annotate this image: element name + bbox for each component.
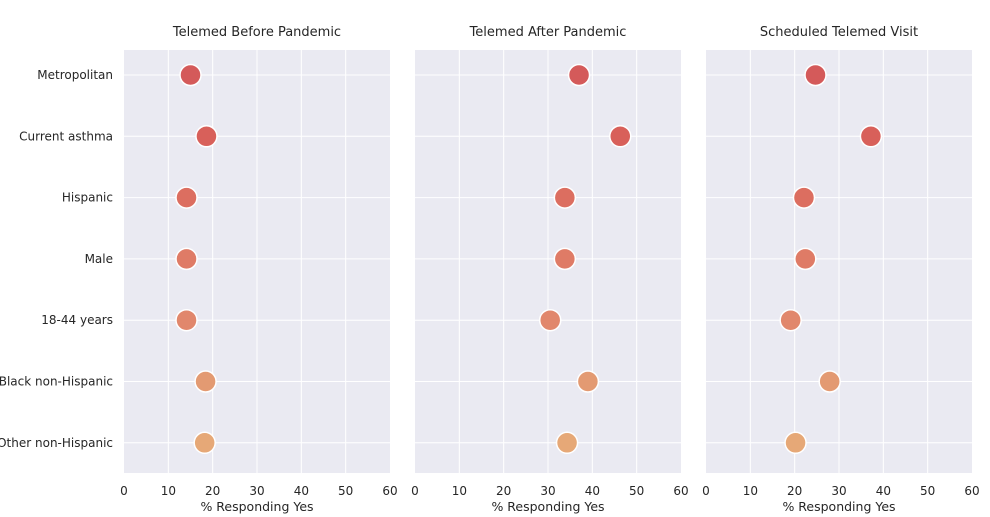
x-tick-label: 30 <box>249 484 264 498</box>
x-tick-label: 50 <box>920 484 935 498</box>
panel-title-1: Telemed Before Pandemic <box>172 25 341 40</box>
data-point <box>609 125 632 148</box>
x-tick-label: 50 <box>338 484 353 498</box>
panel-title-2: Telemed After Pandemic <box>469 25 627 40</box>
data-point <box>794 247 817 271</box>
category-label: Current asthma <box>19 129 113 143</box>
x-tick-label: 20 <box>496 484 511 498</box>
x-tick-label: 60 <box>673 484 688 498</box>
category-label: 18-44 years <box>41 313 113 327</box>
data-point <box>576 370 600 393</box>
x-axis-label-2: % Responding Yes <box>491 499 604 514</box>
data-point <box>784 431 807 455</box>
x-tick-label: 0 <box>702 484 710 498</box>
data-point <box>179 63 202 87</box>
category-label: Male <box>85 252 113 266</box>
panel-title-3: Scheduled Telemed Visit <box>760 25 918 40</box>
x-axis-label-3: % Responding Yes <box>782 499 895 514</box>
x-tick-label: 20 <box>787 484 802 498</box>
data-point <box>175 186 198 209</box>
x-tick-label: 40 <box>294 484 309 498</box>
x-tick-label: 10 <box>743 484 758 498</box>
x-tick-label: 30 <box>540 484 555 498</box>
x-tick-label: 10 <box>161 484 176 498</box>
category-label: Metropolitan <box>37 68 113 82</box>
x-tick-label: 0 <box>120 484 128 498</box>
data-point <box>553 186 577 209</box>
data-point <box>859 125 883 148</box>
x-tick-label: 60 <box>964 484 979 498</box>
data-point <box>779 308 802 332</box>
data-point <box>792 186 816 209</box>
x-tick-label: 10 <box>452 484 467 498</box>
x-tick-label: 40 <box>585 484 600 498</box>
data-point <box>175 308 198 332</box>
x-tick-label: 60 <box>382 484 397 498</box>
x-axis-label-1: % Responding Yes <box>200 499 313 514</box>
x-tick-label: 40 <box>876 484 891 498</box>
data-point <box>818 370 841 393</box>
category-label: Black non-Hispanic <box>0 375 113 389</box>
data-point <box>538 308 562 332</box>
x-tick-label: 0 <box>411 484 419 498</box>
x-tick-label: 50 <box>629 484 644 498</box>
data-point <box>195 125 218 148</box>
x-tick-label: 30 <box>831 484 846 498</box>
category-label: Other non-Hispanic <box>0 436 113 450</box>
data-point <box>194 370 217 393</box>
category-label: Hispanic <box>62 191 113 205</box>
data-point <box>193 431 216 455</box>
data-point <box>567 63 591 87</box>
data-point <box>553 247 577 271</box>
data-point <box>175 247 198 271</box>
data-point <box>804 63 827 87</box>
x-tick-label: 20 <box>205 484 220 498</box>
data-point <box>555 431 579 455</box>
